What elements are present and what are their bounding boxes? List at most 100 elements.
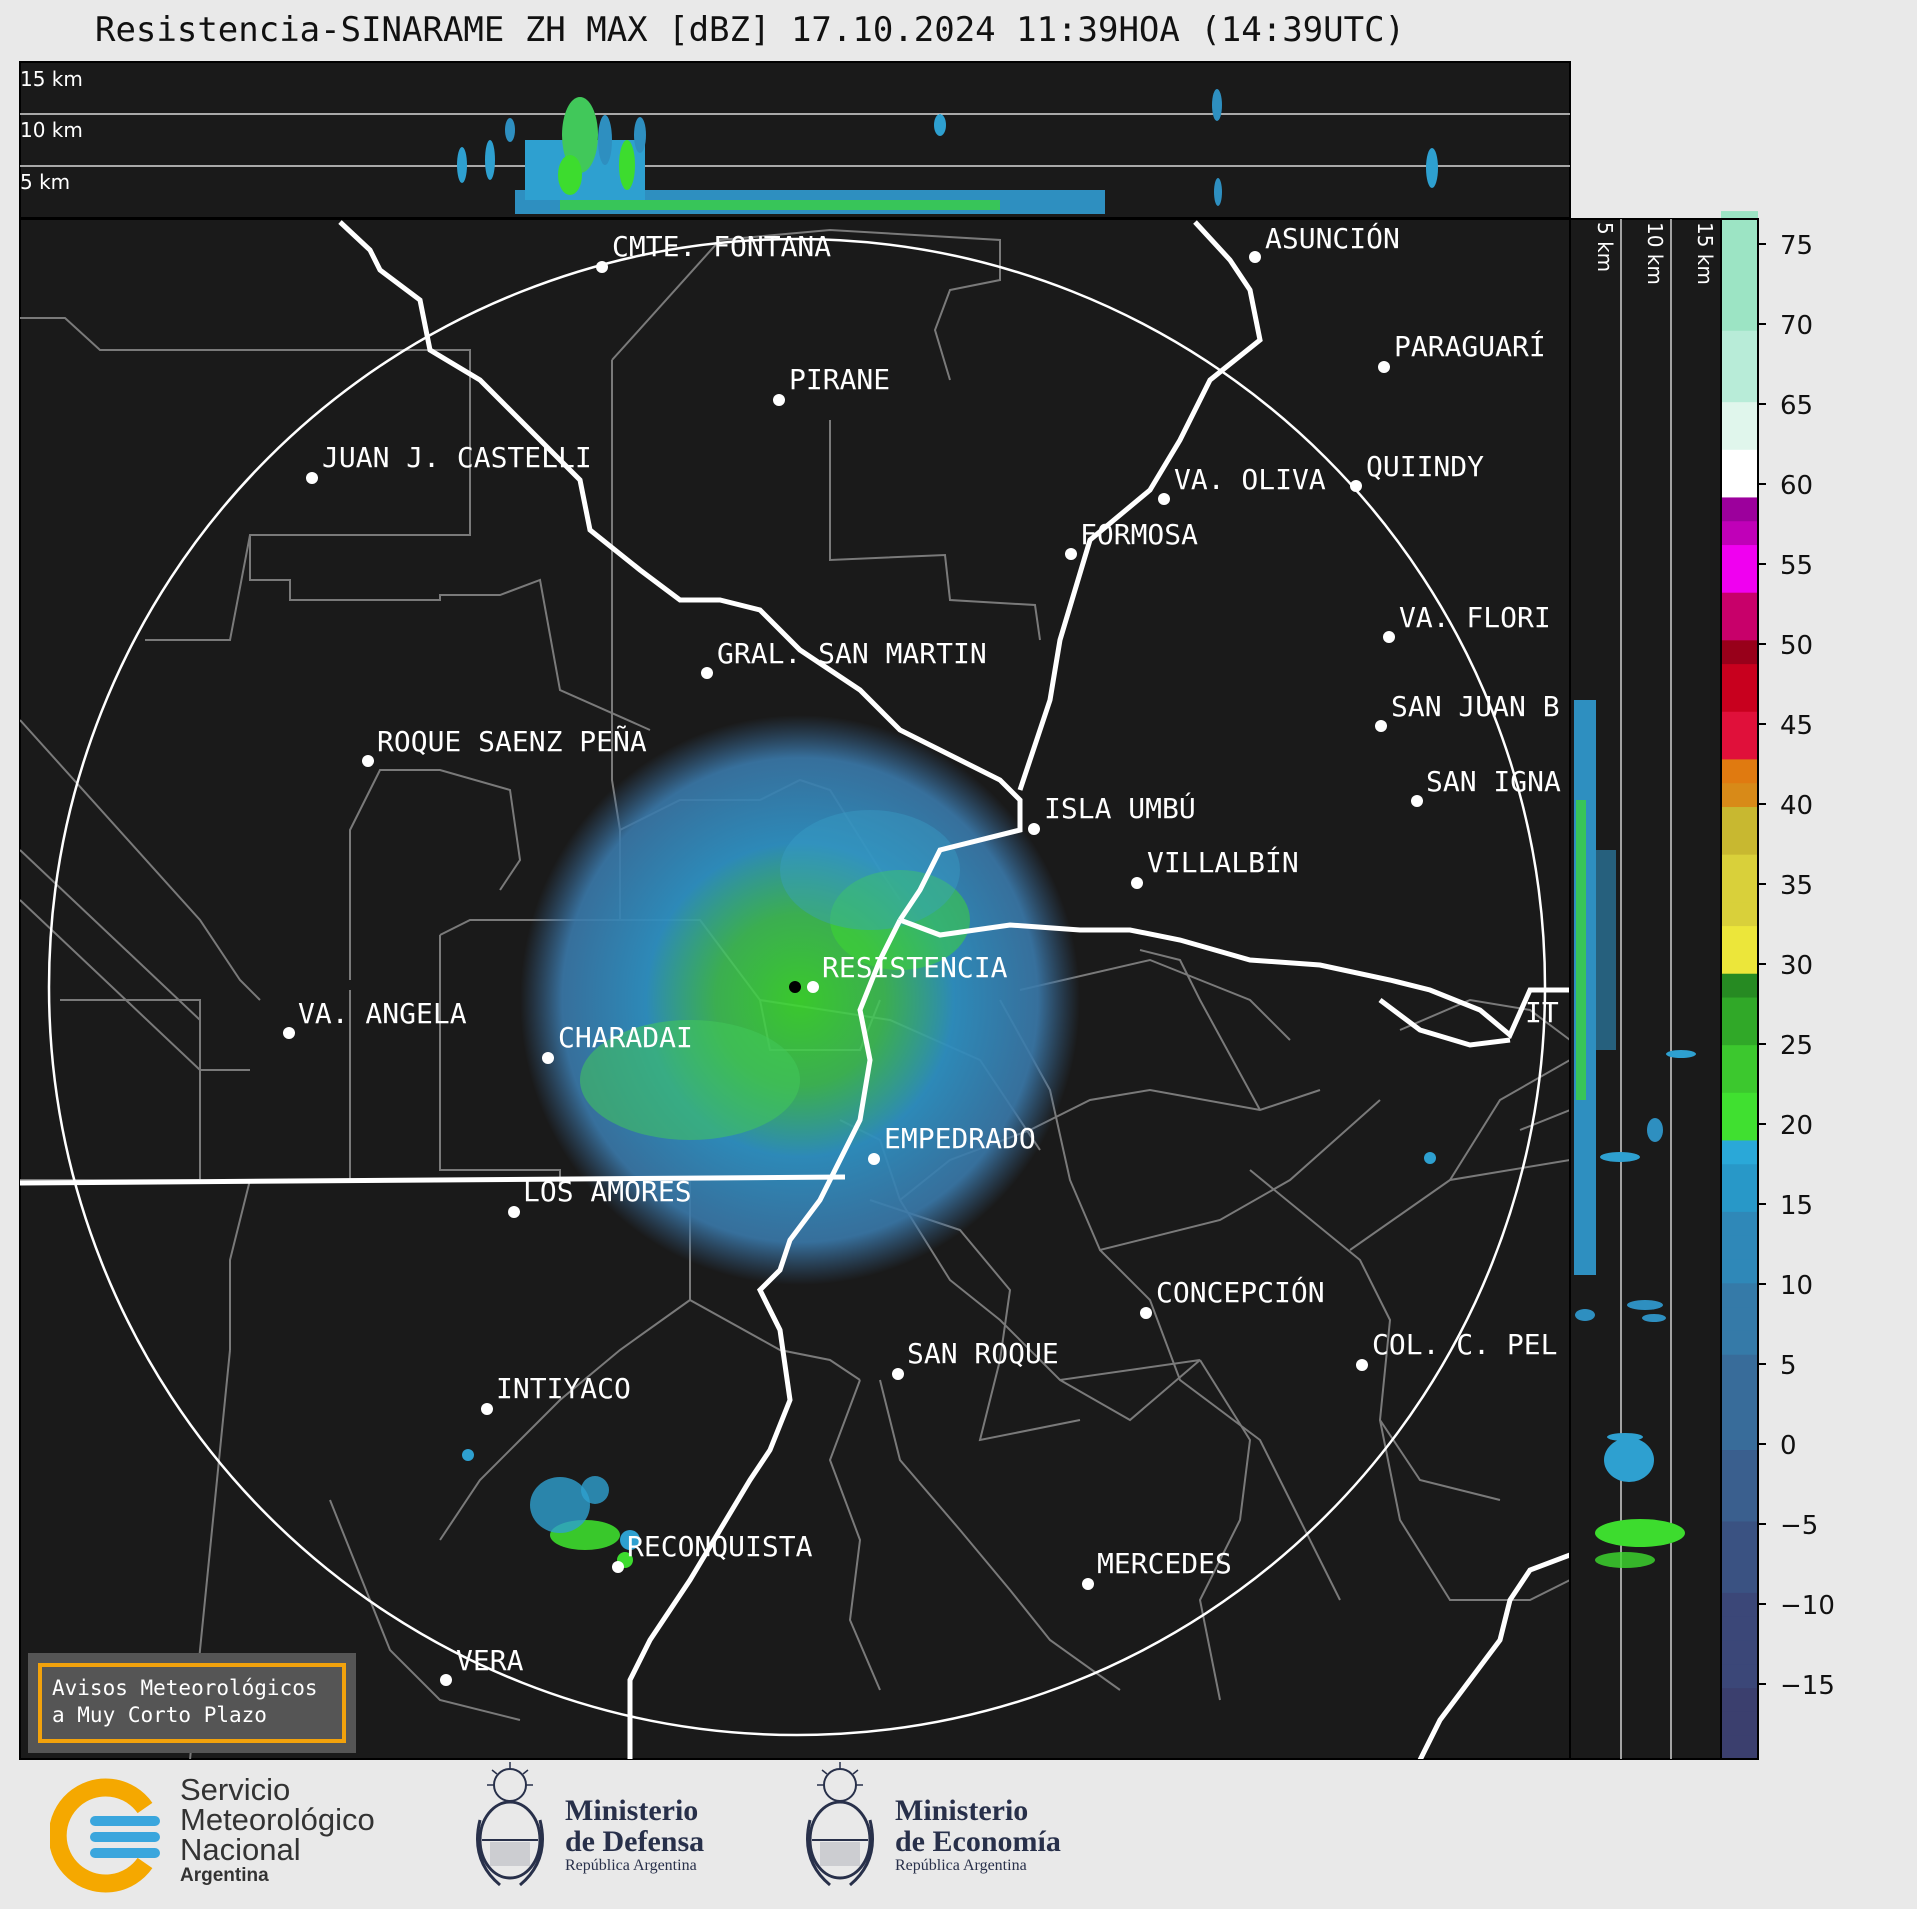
colorbar-band [1721, 782, 1758, 808]
city-vera: VERA [440, 1644, 524, 1686]
svg-text:55: 55 [1780, 551, 1813, 581]
city-label: QUIINDY [1366, 450, 1484, 483]
city-label: VA. FLORI [1399, 601, 1551, 634]
colorbar-band [1721, 877, 1758, 903]
city-label: CONCEPCIÓN [1156, 1275, 1325, 1309]
economia-line-2: de Economía [895, 1825, 1061, 1858]
colorbar-band [1721, 973, 1758, 998]
city-paraguari: PARAGUARÍ [1378, 329, 1546, 373]
city-label: VA. OLIVA [1174, 463, 1326, 496]
colorbar: 75 70 65 60 55 50 45 40 35 30 25 20 15 1… [1720, 211, 1835, 1760]
colorbar-band [1721, 1020, 1758, 1046]
city-label: ROQUE SAENZ PEÑA [377, 724, 647, 758]
colorbar-band [1721, 568, 1758, 593]
svg-text:70: 70 [1780, 311, 1813, 341]
svg-text:45: 45 [1780, 711, 1813, 741]
svg-text:5: 5 [1780, 1351, 1797, 1381]
colorbar-band [1721, 306, 1758, 331]
colorbar-band [1721, 1330, 1758, 1355]
city-san-roque: SAN ROQUE [892, 1337, 1059, 1380]
city-label: PARAGUARÍ [1394, 329, 1546, 363]
colorbar-band [1721, 1735, 1758, 1760]
city-quiindy: QUIINDY [1350, 450, 1484, 492]
colorbar-band [1721, 1068, 1758, 1093]
colorbar-band [1721, 520, 1758, 546]
svg-text:15: 15 [1780, 1191, 1813, 1221]
city-mercedes: MERCEDES [1082, 1547, 1232, 1590]
side-alt-label-10: 10 km [1643, 222, 1667, 285]
colorbar-band [1721, 377, 1758, 403]
colorbar-band [1721, 949, 1758, 974]
colorbar-tick: 10 [1758, 1271, 1813, 1301]
map-panel: CMTE. FONTANA ASUNCIÓN PIRANE PARAGUARÍ … [19, 218, 1571, 1760]
colorbar-band [1721, 639, 1758, 665]
colorbar-tick: 40 [1758, 791, 1813, 821]
colorbar-band [1721, 258, 1758, 284]
city-label: SAN JUAN B [1391, 690, 1560, 723]
colorbar-band [1721, 687, 1758, 712]
top-alt-label-10: 10 km [20, 118, 83, 142]
colorbar-band [1721, 496, 1758, 522]
city-label: LOS AMORES [523, 1175, 692, 1208]
city-label: RECONQUISTA [627, 1530, 813, 1563]
colorbar-tick: 5 [1758, 1351, 1797, 1381]
city-san-juan-b: SAN JUAN B [1375, 690, 1560, 732]
colorbar-band [1721, 734, 1758, 760]
city-label: SAN IGNA [1426, 765, 1561, 798]
colorbar-tick: 55 [1758, 551, 1813, 581]
city-label: ISLA UMBÚ [1044, 791, 1196, 825]
top-profile-panel: 15 km 10 km 5 km [19, 61, 1571, 219]
colorbar-band [1721, 211, 1758, 236]
colorbar-tick: −15 [1758, 1671, 1835, 1701]
colorbar-band [1721, 473, 1758, 498]
city-label: COL. C. PEL [1372, 1328, 1557, 1361]
city-label: SAN ROQUE [907, 1337, 1059, 1370]
colorbar-band [1721, 1663, 1758, 1689]
svg-text:−10: −10 [1780, 1591, 1835, 1621]
svg-text:40: 40 [1780, 791, 1813, 821]
colorbar-tick: 30 [1758, 951, 1813, 981]
svg-text:−15: −15 [1780, 1671, 1835, 1701]
colorbar-band [1721, 925, 1758, 950]
smn-emblem-icon [50, 1778, 160, 1893]
colorbar-band [1721, 449, 1758, 474]
colorbar-band [1721, 901, 1758, 927]
svg-text:20: 20 [1780, 1111, 1813, 1141]
colorbar-tick: 15 [1758, 1191, 1813, 1221]
colorbar-tick: 0 [1758, 1431, 1797, 1461]
city-label: JUAN J. CASTELLI [322, 441, 592, 474]
city-juan-j-castelli: JUAN J. CASTELLI [306, 441, 592, 484]
colorbar-band [1721, 1354, 1758, 1379]
svg-text:75: 75 [1780, 231, 1813, 261]
city-it: IT [1525, 996, 1559, 1029]
colorbar-band [1721, 830, 1758, 855]
colorbar-band [1721, 1187, 1758, 1212]
radar-site-marker [789, 981, 801, 993]
map-title: Resistencia-SINARAME ZH MAX [dBZ] 17.10.… [94, 10, 1406, 50]
colorbar-tick: 50 [1758, 631, 1813, 661]
colorbar-band [1721, 1401, 1758, 1427]
smn-sub: Argentina [180, 1865, 269, 1886]
colorbar-band [1721, 1568, 1758, 1593]
colorbar-band [1721, 425, 1758, 450]
colorbar-band [1721, 663, 1758, 688]
colorbar-tick: 65 [1758, 391, 1813, 421]
city-formosa: FORMOSA [1065, 518, 1198, 560]
colorbar-ticks: 75 70 65 60 55 50 45 40 35 30 25 20 15 1… [1758, 231, 1835, 1701]
defensa-line-1: Ministerio [565, 1794, 699, 1827]
side-alt-label-15: 15 km [1693, 222, 1717, 285]
colorbar-band [1721, 1711, 1758, 1736]
economia-sub: República Argentina [895, 1857, 1027, 1874]
svg-text:30: 30 [1780, 951, 1813, 981]
city-va-flori: VA. FLORI [1383, 601, 1551, 643]
svg-text:−5: −5 [1780, 1511, 1818, 1541]
colorbar-band [1721, 1687, 1758, 1712]
colorbar-band [1721, 615, 1758, 641]
range-ring [47, 237, 1547, 1737]
coat-of-arms-icon [476, 1762, 544, 1887]
city-va-oliva: VA. OLIVA [1158, 463, 1326, 505]
city-label: VILLALBÍN [1147, 845, 1299, 879]
city-reconquista: RECONQUISTA [612, 1530, 813, 1573]
colorbar-tick: 75 [1758, 231, 1813, 261]
